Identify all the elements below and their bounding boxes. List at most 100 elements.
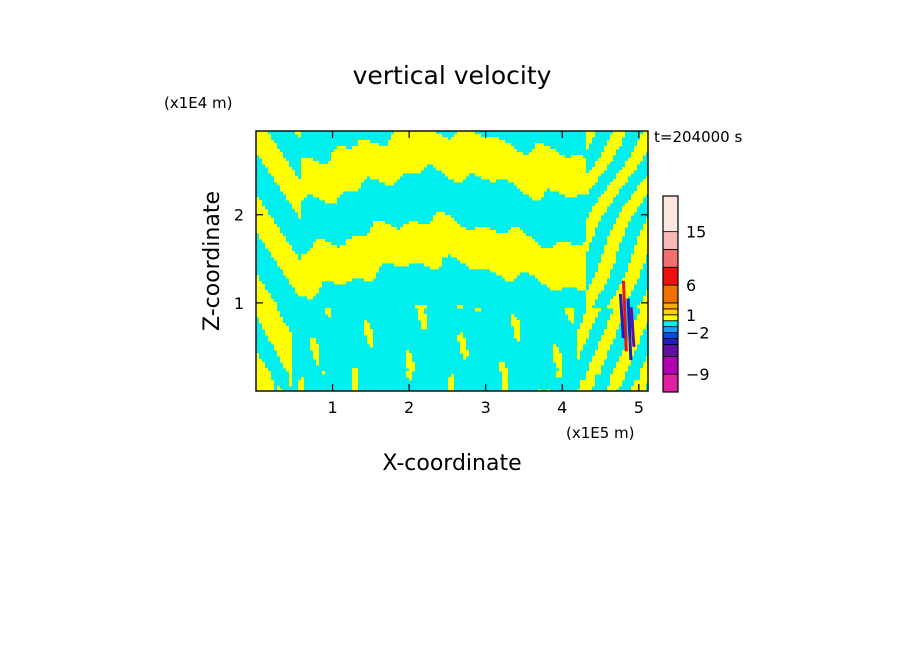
field-cell: [646, 293, 648, 297]
field-cell: [586, 239, 592, 243]
convective-core: [621, 280, 628, 352]
field-cell: [340, 245, 541, 249]
field-cell: [592, 167, 607, 171]
field-cell: [607, 326, 619, 330]
field-cell: [634, 380, 648, 384]
field-cell: [610, 233, 625, 237]
field-cell: [325, 308, 331, 312]
field-cell: [256, 353, 259, 357]
field-cell: [616, 176, 628, 180]
field-cell: [637, 140, 648, 144]
field-cell: [640, 230, 648, 234]
field-cell: [313, 356, 319, 360]
field-cell: [502, 386, 508, 390]
field-cell: [577, 329, 589, 333]
field-cell: [364, 332, 373, 336]
field-cell: [259, 236, 286, 240]
field-cell: [268, 338, 292, 342]
field-cell: [430, 266, 439, 270]
field-cell: [373, 224, 391, 228]
field-cell: [352, 368, 358, 372]
field-cell: [556, 362, 562, 366]
field-cell: [265, 332, 292, 336]
field-cell: [613, 227, 625, 231]
field-cell: [643, 365, 648, 369]
field-cell: [406, 371, 412, 375]
field-cell: [616, 221, 628, 225]
field-cell: [637, 236, 648, 240]
field-cell: [625, 203, 640, 207]
field-cell: [595, 272, 610, 276]
field-cell: [310, 344, 319, 348]
field-cell: [310, 338, 316, 342]
field-cell: [256, 287, 265, 291]
field-cell: [586, 371, 601, 375]
field-cell: [256, 302, 277, 306]
field-cell: [598, 341, 613, 345]
field-cell: [583, 242, 589, 246]
field-cell: [610, 299, 625, 303]
field-cell: [448, 386, 454, 390]
field-cell: [598, 158, 613, 162]
field-cell: [592, 209, 607, 213]
field-cell: [640, 308, 648, 312]
field-cell: [256, 377, 271, 381]
field-cell: [394, 131, 436, 135]
field-cell: [301, 170, 421, 174]
colorbar-swatch: [662, 344, 679, 357]
field-cell: [259, 155, 283, 159]
field-cell: [634, 245, 648, 249]
field-cell: [553, 344, 556, 348]
field-cell: [604, 329, 616, 333]
field-cell: [553, 356, 562, 360]
field-cell: [502, 383, 508, 387]
field-cell: [256, 305, 277, 309]
field-cell: [283, 269, 379, 273]
field-cell: [367, 233, 526, 237]
field-cell: [298, 134, 301, 138]
field-cell: [586, 134, 595, 138]
field-cell: [586, 233, 595, 237]
field-cell: [586, 299, 595, 303]
field-cell: [631, 254, 646, 258]
field-cell: [421, 326, 427, 330]
field-cell: [262, 326, 289, 330]
field-cell: [460, 341, 466, 345]
field-cell: [313, 194, 340, 198]
field-cell: [499, 362, 505, 366]
field-cell: [256, 314, 280, 318]
field-cell: [301, 377, 304, 381]
field-cell: [319, 197, 337, 201]
field-cell: [589, 170, 604, 174]
field-cell: [610, 314, 625, 318]
field-cell: [565, 311, 574, 315]
field-cell: [634, 149, 648, 153]
field-cell: [274, 257, 298, 261]
field-cell: [256, 374, 271, 378]
field-cell: [391, 137, 448, 141]
colorbar-swatch: [662, 326, 679, 334]
x-tick-label: 4: [557, 398, 567, 417]
field-cell: [259, 233, 283, 237]
field-cell: [529, 272, 586, 276]
field-cell: [631, 329, 643, 333]
field-cell: [592, 281, 607, 285]
field-cell: [307, 251, 586, 255]
field-cell: [283, 365, 292, 369]
field-cell: [256, 209, 268, 213]
field-cell: [301, 167, 424, 171]
field-cell: [577, 353, 580, 357]
field-cell: [607, 389, 616, 391]
field-cell: [274, 179, 364, 183]
field-cell: [502, 389, 508, 391]
field-cell: [640, 182, 648, 186]
field-cell: [619, 284, 634, 288]
field-cell: [274, 176, 298, 180]
field-cell: [334, 281, 346, 285]
field-cell: [628, 200, 643, 204]
field-cell: [598, 347, 610, 351]
field-cell: [346, 239, 535, 243]
field-cell: [511, 314, 514, 318]
field-cell: [607, 140, 622, 144]
colorbar-swatch: [662, 314, 679, 322]
